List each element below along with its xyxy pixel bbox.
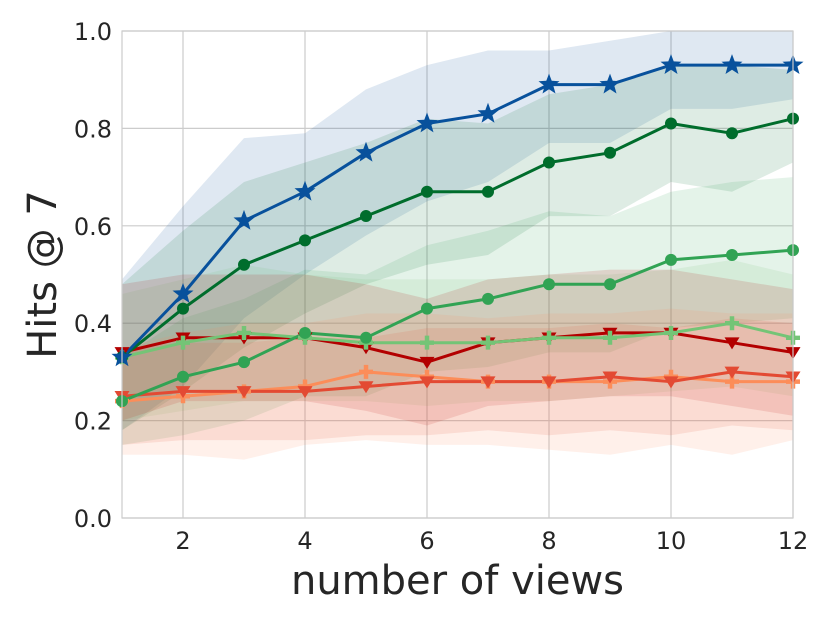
y-axis-title: Hits @ 7 — [20, 190, 66, 359]
y-tick-labels: 0.0 0.2 0.4 0.6 0.8 1.0 — [74, 18, 112, 533]
data-point — [421, 302, 433, 315]
series-line — [120, 63, 793, 359]
data-point — [177, 302, 189, 315]
data-point — [721, 54, 743, 74]
data-point — [299, 326, 311, 339]
y-tick-label: 0.8 — [74, 115, 112, 143]
data-point — [665, 253, 677, 266]
data-point — [359, 364, 373, 379]
data-point — [233, 209, 255, 230]
data-point — [421, 185, 433, 198]
data-point — [177, 370, 189, 383]
plot-background — [122, 31, 793, 518]
data-point — [360, 210, 372, 223]
plot-frame — [121, 30, 794, 519]
series-line — [121, 321, 794, 359]
data-point — [294, 180, 316, 201]
y-tick-label: 0.6 — [74, 213, 112, 241]
y-tick-label: 0.2 — [74, 408, 112, 436]
data-point — [599, 73, 621, 94]
data-point — [480, 376, 496, 389]
data-point — [420, 335, 434, 350]
series-line — [121, 331, 794, 364]
confidence-band — [122, 31, 793, 431]
data-point — [541, 376, 557, 389]
data-point — [419, 356, 435, 369]
grid — [122, 30, 794, 519]
data-point — [238, 258, 250, 271]
data-point — [543, 278, 555, 291]
x-tick-label: 6 — [419, 527, 434, 555]
data-point — [725, 316, 739, 331]
data-point — [482, 292, 494, 305]
data-point — [360, 331, 372, 344]
data-point — [604, 146, 616, 159]
x-axis-title: number of views — [291, 558, 624, 604]
data-point — [416, 112, 438, 133]
data-point — [358, 381, 374, 394]
x-tick-label: 10 — [656, 527, 687, 555]
data-point — [664, 325, 678, 340]
confidence-bands — [122, 31, 793, 460]
series-line — [121, 370, 794, 398]
x-tick-labels: 2 4 6 8 10 12 — [175, 527, 808, 555]
y-tick-label: 0.0 — [74, 505, 112, 533]
data-point — [419, 376, 435, 389]
data-point — [724, 337, 740, 350]
data-point — [238, 356, 250, 369]
data-point — [297, 386, 313, 399]
confidence-band — [122, 308, 793, 460]
data-point — [726, 249, 738, 262]
series-line — [121, 248, 794, 403]
data-point — [604, 278, 616, 291]
x-tick-label: 12 — [778, 527, 809, 555]
series-lines — [120, 63, 794, 403]
data-point — [602, 371, 618, 384]
data-point — [176, 335, 190, 350]
data-point — [663, 376, 679, 389]
y-tick-label: 1.0 — [74, 18, 112, 46]
y-tick-label: 0.4 — [74, 310, 112, 338]
x-tick-label: 2 — [175, 527, 190, 555]
data-point — [175, 386, 191, 399]
x-tick-label: 8 — [541, 527, 556, 555]
data-point — [665, 117, 677, 130]
x-tick-label: 4 — [297, 527, 312, 555]
data-point — [726, 127, 738, 140]
data-point — [538, 73, 560, 94]
data-point — [237, 325, 251, 340]
data-point — [543, 156, 555, 169]
data-point — [299, 234, 311, 247]
confidence-band — [122, 177, 793, 445]
data-point — [481, 335, 495, 350]
data-point — [542, 330, 556, 345]
data-point — [724, 366, 740, 379]
data-point — [603, 330, 617, 345]
data-point — [660, 54, 682, 74]
data-point — [172, 283, 194, 303]
data-point — [236, 386, 252, 399]
data-point — [482, 185, 494, 198]
data-point — [355, 141, 377, 162]
confidence-band — [122, 65, 793, 431]
series-line — [121, 117, 794, 359]
data-point — [725, 374, 739, 389]
data-point — [477, 102, 499, 123]
